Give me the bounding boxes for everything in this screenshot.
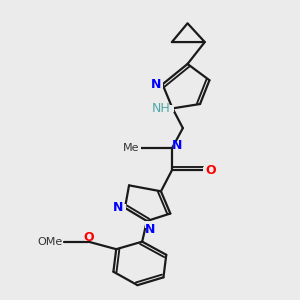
Text: N: N	[172, 140, 183, 152]
Bar	[128, 145, 141, 152]
Text: O: O	[83, 231, 94, 244]
Bar	[46, 238, 63, 245]
Bar	[155, 81, 163, 88]
Text: OMe: OMe	[37, 237, 62, 247]
Text: Me: Me	[122, 143, 139, 153]
Bar	[162, 105, 174, 112]
Text: N: N	[113, 201, 123, 214]
Bar	[118, 204, 126, 211]
Bar	[203, 167, 210, 174]
Bar	[173, 142, 181, 149]
Bar	[85, 235, 92, 242]
Bar	[146, 221, 153, 228]
Text: N: N	[145, 223, 155, 236]
Text: NH: NH	[152, 102, 171, 115]
Text: O: O	[206, 164, 216, 177]
Text: N: N	[151, 78, 161, 91]
